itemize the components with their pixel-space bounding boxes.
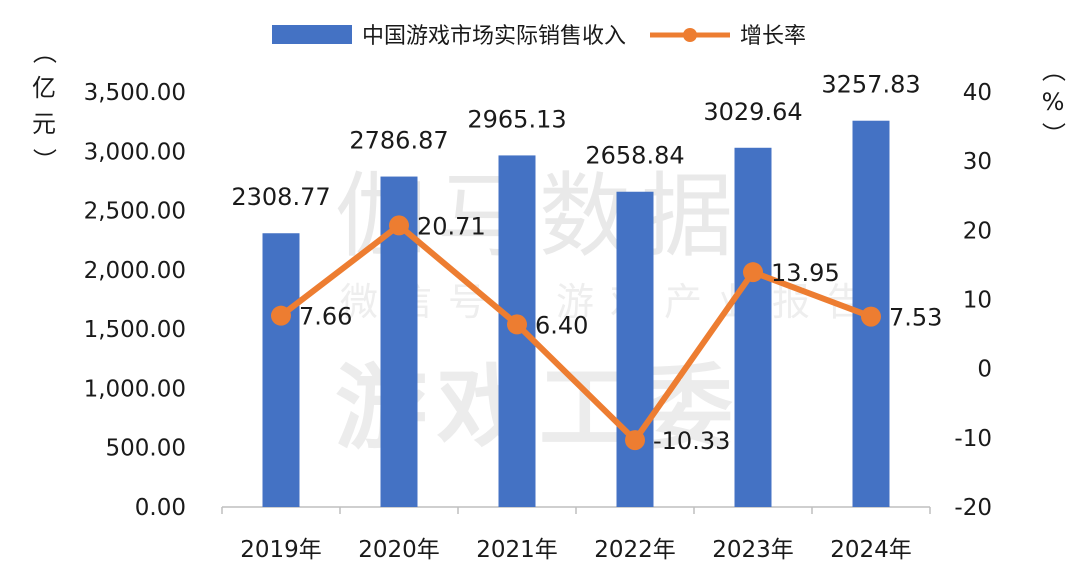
y-right-label-char: ）	[1039, 122, 1067, 146]
x-tick-label: 2021年	[476, 537, 558, 563]
x-tick-label: 2022年	[594, 537, 676, 563]
growth-rate-label: 7.53	[889, 304, 942, 332]
y-left-tick-label: 0.00	[135, 495, 186, 521]
y-right-tick-label: 30	[963, 149, 992, 175]
y-right-label-char: （	[1039, 58, 1067, 82]
y-right-tick-label: -20	[954, 495, 992, 521]
y-left-label-char: （	[30, 40, 58, 64]
bar-data-label: 2786.87	[349, 127, 448, 155]
y-left-tick-label: 2,500.00	[84, 199, 186, 225]
bar-data-label: 3029.64	[703, 98, 802, 126]
bar	[262, 233, 300, 507]
y-left-tick-label: 1,000.00	[84, 376, 186, 402]
y-right-tick-label: 40	[963, 80, 992, 106]
legend-line-marker	[683, 28, 697, 42]
growth-rate-point	[389, 215, 409, 236]
growth-rate-label: 6.40	[535, 311, 588, 339]
growth-rate-label: -10.33	[653, 427, 730, 455]
y-left-label-char: ）	[30, 148, 58, 172]
bar-data-label: 2658.84	[585, 142, 684, 170]
y-left-label-char: 元	[32, 110, 56, 138]
y-right-label-char: %	[1042, 88, 1065, 116]
growth-rate-label: 20.71	[417, 212, 486, 240]
y-right-tick-label: -10	[954, 426, 992, 452]
y-right-tick-label: 10	[963, 288, 992, 314]
growth-rate-point	[743, 262, 763, 283]
legend-bar-label: 中国游戏市场实际销售收入	[362, 24, 626, 49]
y-axis-left-label: （ 亿元 ）	[30, 40, 58, 172]
y-right-tick-label: 0	[977, 357, 992, 383]
growth-rate-label: 13.95	[771, 259, 840, 287]
line-series	[271, 215, 881, 451]
x-tick-label: 2020年	[358, 537, 440, 563]
y-axis-left-ticks: 0.00 500.00 1,000.00 1,500.00 2,000.00 2,500.…	[84, 80, 186, 521]
x-tick-label: 2023年	[712, 537, 794, 563]
bar-data-label: 2965.13	[467, 105, 566, 133]
legend-bar-swatch	[272, 25, 352, 44]
legend-line-label: 增长率	[740, 24, 806, 49]
bar	[734, 147, 772, 508]
bar-data-label: 3257.83	[821, 71, 920, 99]
y-right-tick-label: 20	[963, 218, 992, 244]
y-left-tick-label: 3,500.00	[84, 80, 186, 106]
line-data-labels: 7.66 20.71 6.40 -10.33 13.95 7.53	[299, 212, 942, 455]
growth-rate-label: 7.66	[299, 303, 352, 331]
x-tick-label: 2024年	[830, 537, 912, 563]
y-left-tick-label: 1,500.00	[84, 317, 186, 343]
x-axis-ticks: 2019年 2020年 2021年 2022年 2023年 2024年	[221, 507, 931, 563]
y-left-tick-label: 2,000.00	[84, 258, 186, 284]
growth-rate-point	[507, 314, 527, 335]
growth-rate-line	[279, 222, 873, 444]
x-tick-label: 2019年	[240, 537, 322, 563]
y-axis-right-ticks: -20 -10 0 10 20 30 40	[954, 80, 992, 521]
growth-rate-point	[625, 430, 645, 451]
y-left-label-char: 亿	[32, 74, 56, 102]
y-left-tick-label: 3,000.00	[84, 139, 186, 165]
growth-rate-point	[861, 306, 881, 327]
bar-data-labels: 2308.77 2786.87 2965.13 2658.84 3029.64 3257.…	[231, 71, 920, 212]
legend: 中国游戏市场实际销售收入 增长率	[272, 24, 806, 49]
growth-rate-point	[271, 305, 291, 326]
bar	[616, 191, 654, 507]
y-left-tick-label: 500.00	[106, 436, 186, 462]
bar-data-label: 2308.77	[231, 183, 330, 211]
watermark-line2: 微信号：游戏产业报告	[340, 280, 880, 324]
y-axis-right-label: （% ）	[1039, 58, 1067, 146]
